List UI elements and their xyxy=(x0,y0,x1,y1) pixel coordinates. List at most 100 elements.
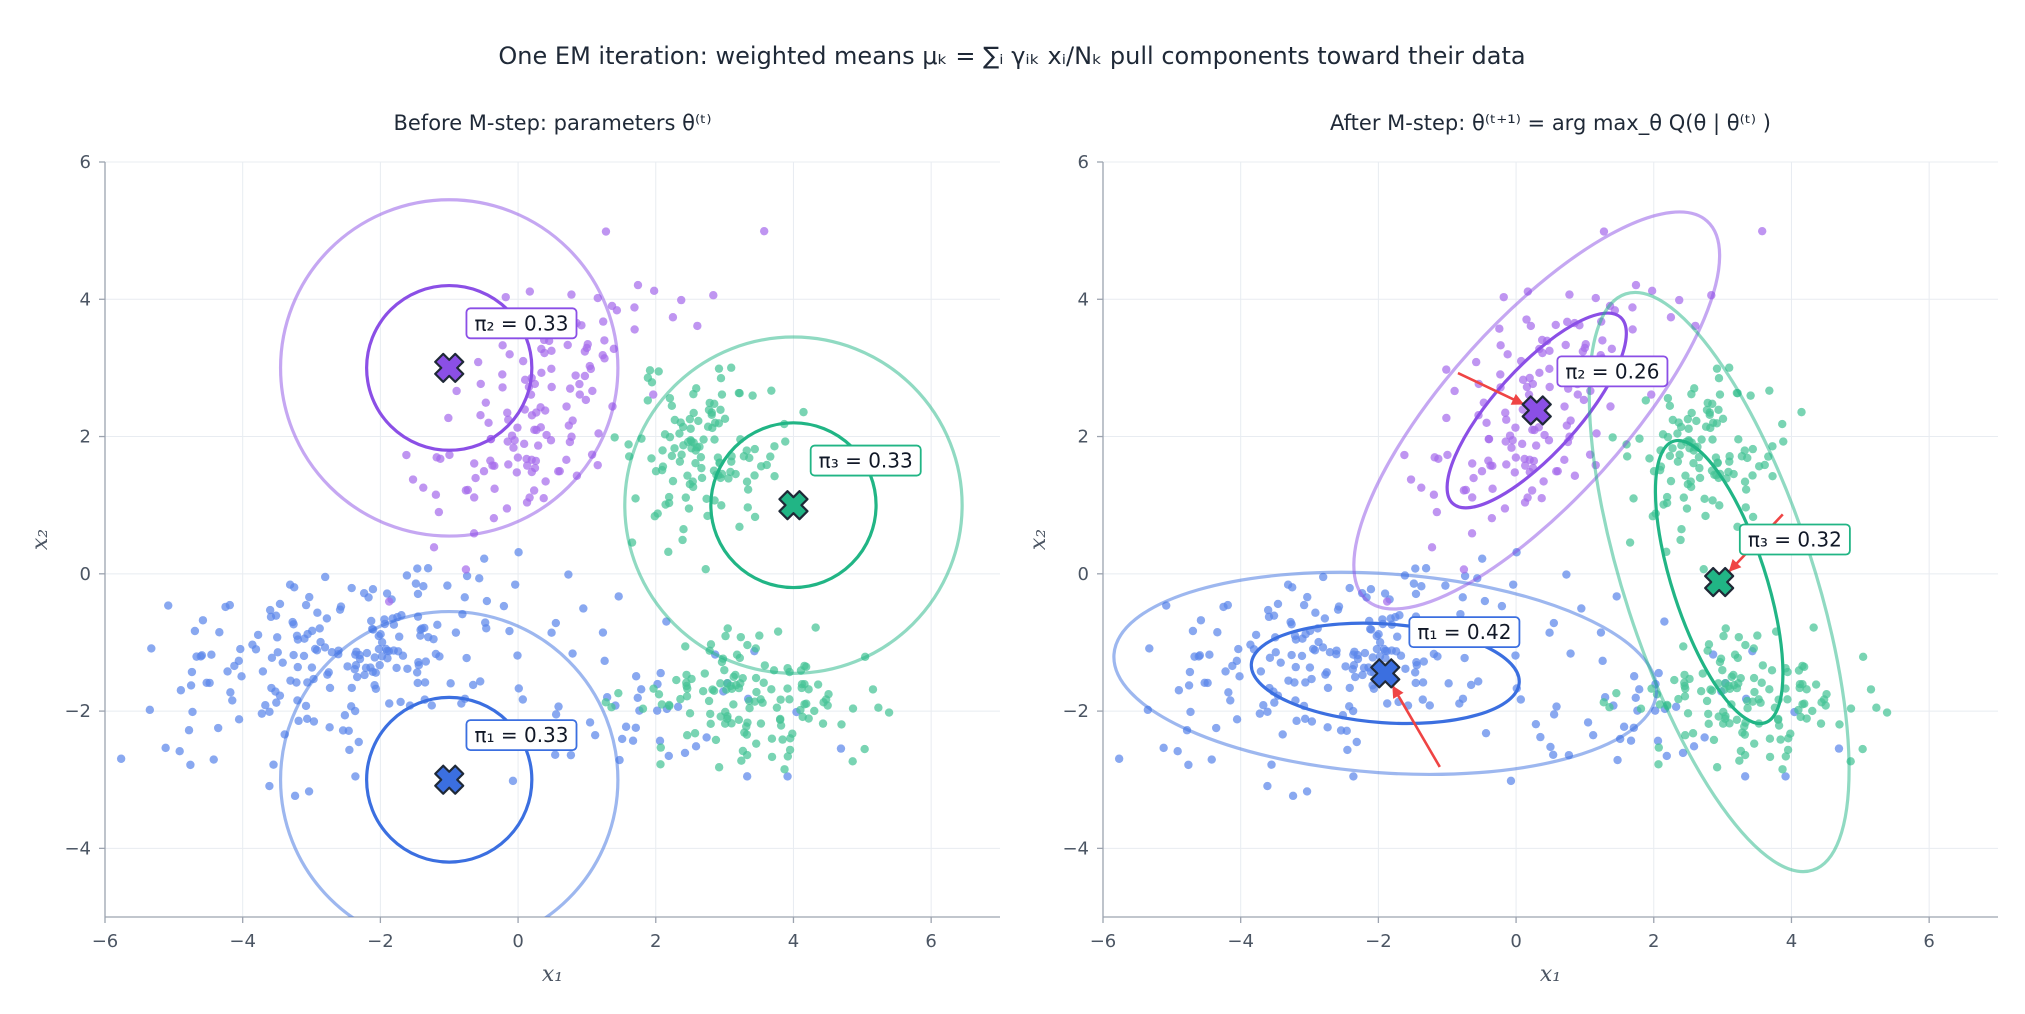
data-point xyxy=(668,476,678,486)
data-point xyxy=(1434,454,1443,463)
data-point xyxy=(1735,756,1744,765)
data-point xyxy=(652,706,662,715)
component-1-arrowhead xyxy=(1392,685,1404,699)
data-point xyxy=(1622,452,1632,461)
data-point xyxy=(743,718,752,727)
data-point xyxy=(601,227,611,236)
data-point xyxy=(354,737,363,747)
data-point xyxy=(1741,503,1750,512)
data-point xyxy=(1410,668,1420,677)
data-point xyxy=(1666,313,1676,322)
data-point xyxy=(419,483,428,492)
data-point xyxy=(565,384,575,393)
data-point xyxy=(760,661,770,670)
data-point xyxy=(362,648,372,658)
data-point xyxy=(530,425,539,435)
data-point xyxy=(1783,667,1792,677)
data-point xyxy=(1349,661,1359,670)
data-point xyxy=(1653,736,1663,746)
data-point xyxy=(382,589,392,598)
data-point xyxy=(489,513,499,523)
data-point xyxy=(720,414,730,423)
data-point xyxy=(445,450,454,460)
component-1-mean-marker xyxy=(1370,658,1401,689)
data-point xyxy=(1565,290,1574,299)
data-point xyxy=(742,446,751,455)
data-point xyxy=(1350,647,1359,656)
data-point xyxy=(717,501,726,510)
data-point xyxy=(1400,450,1409,460)
data-point xyxy=(479,467,489,476)
data-point xyxy=(708,685,717,694)
data-point xyxy=(1213,628,1222,637)
data-point xyxy=(1629,494,1638,503)
data-point xyxy=(1173,746,1182,756)
data-point xyxy=(265,605,275,615)
panel-title: Before M-step: parameters θ⁽ᵗ⁾ xyxy=(393,111,711,135)
data-point xyxy=(1323,723,1332,732)
data-point xyxy=(302,714,312,723)
data-point xyxy=(1779,437,1788,446)
data-point xyxy=(313,608,322,617)
component-1-inner-ellipse xyxy=(365,695,534,864)
data-point xyxy=(1619,722,1629,731)
data-point xyxy=(689,408,698,418)
data-point xyxy=(413,589,423,599)
data-point xyxy=(1608,433,1617,442)
data-point xyxy=(1666,476,1676,486)
data-point xyxy=(1442,413,1451,423)
data-point xyxy=(275,691,285,700)
data-point xyxy=(1690,384,1699,393)
data-point xyxy=(1503,350,1512,359)
x-tick-label: 0 xyxy=(1510,931,1521,952)
data-point xyxy=(1654,668,1663,678)
data-point xyxy=(1714,712,1723,721)
data-point xyxy=(223,667,232,676)
data-point xyxy=(551,710,561,719)
data-point xyxy=(498,383,507,392)
data-point xyxy=(1484,434,1494,444)
data-point xyxy=(360,670,369,680)
data-point xyxy=(258,667,268,676)
data-point xyxy=(198,616,208,625)
data-point xyxy=(1411,678,1420,688)
data-point xyxy=(678,535,687,545)
data-point xyxy=(1727,672,1736,682)
data-point xyxy=(1802,685,1811,694)
data-point xyxy=(1689,458,1698,468)
data-point xyxy=(1765,386,1774,395)
data-point xyxy=(1311,608,1320,617)
data-point xyxy=(1655,700,1665,709)
data-point xyxy=(1659,500,1668,509)
data-point xyxy=(1629,672,1639,681)
data-point xyxy=(1743,703,1752,713)
data-point xyxy=(1159,743,1168,753)
data-point xyxy=(1679,493,1689,502)
data-point xyxy=(1537,494,1546,503)
data-point xyxy=(476,379,485,389)
data-point xyxy=(253,630,263,640)
data-point xyxy=(1323,683,1333,693)
data-point xyxy=(1866,685,1876,694)
data-point xyxy=(1725,457,1734,466)
data-point xyxy=(1698,669,1707,678)
data-point xyxy=(433,620,442,630)
data-point xyxy=(1822,689,1831,699)
data-point xyxy=(1349,772,1358,781)
data-point xyxy=(683,684,692,693)
data-point xyxy=(1750,739,1759,748)
x-tick-label: 0 xyxy=(512,931,523,952)
data-point xyxy=(1509,580,1518,589)
x-tick-label: 4 xyxy=(788,931,799,952)
data-point xyxy=(675,429,684,438)
data-point xyxy=(1467,493,1477,502)
data-point xyxy=(540,406,550,415)
data-point xyxy=(1219,602,1228,612)
data-point xyxy=(1626,736,1636,745)
component-2-arrowhead xyxy=(1510,393,1525,405)
data-point xyxy=(221,602,230,612)
data-point xyxy=(1510,468,1520,477)
data-point xyxy=(664,751,673,761)
data-point xyxy=(501,292,510,302)
